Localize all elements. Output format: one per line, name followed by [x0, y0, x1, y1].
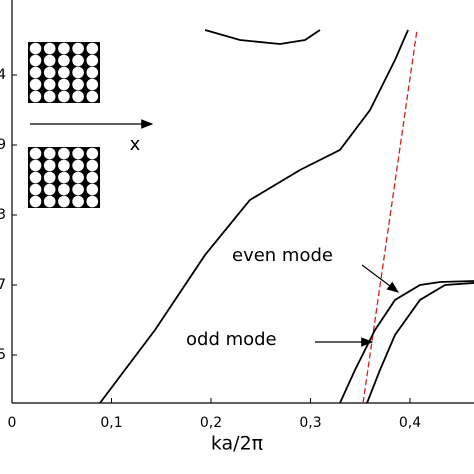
hole — [72, 78, 84, 91]
hole — [86, 54, 99, 67]
hole — [58, 147, 70, 160]
x-tick-label: 0,4 — [399, 415, 421, 431]
hole — [43, 147, 56, 160]
hole — [43, 66, 56, 79]
hole — [86, 159, 99, 172]
x-axis-label: ka/2π — [211, 433, 263, 455]
hole — [58, 159, 70, 172]
x-tick-label: 0,1 — [100, 415, 122, 431]
hole — [86, 195, 99, 208]
curve — [339, 280, 474, 404]
annotation: odd mode — [186, 329, 277, 350]
hole — [43, 54, 56, 67]
hole — [72, 171, 84, 184]
curve — [366, 282, 474, 404]
hole — [58, 90, 70, 103]
hole — [29, 90, 42, 103]
hole — [43, 171, 56, 184]
y-tick-label: 3 — [0, 207, 6, 223]
hole — [86, 78, 99, 91]
y-tick-label: 4 — [0, 67, 6, 83]
hole — [58, 54, 70, 67]
hole — [29, 42, 42, 55]
hole — [86, 147, 99, 160]
direction-label: x — [130, 134, 141, 155]
x-tick-label: 0,2 — [200, 415, 222, 431]
x-tick-label: 0,3 — [299, 415, 321, 431]
hole — [58, 171, 70, 184]
hole — [58, 66, 70, 79]
y-tick-label: 9 — [0, 137, 6, 153]
hole — [72, 42, 84, 55]
hole — [29, 183, 42, 196]
x-tick-label: 0 — [8, 415, 17, 431]
hole — [58, 183, 70, 196]
y-tick-label: 5 — [0, 347, 6, 363]
curve — [99, 29, 409, 404]
hole — [29, 171, 42, 184]
hole — [43, 159, 56, 172]
hole — [29, 54, 42, 67]
hole — [86, 183, 99, 196]
hole — [72, 147, 84, 160]
hole — [72, 195, 84, 208]
hole — [43, 90, 56, 103]
hole — [29, 66, 42, 79]
hole — [29, 195, 42, 208]
hole — [43, 195, 56, 208]
hole — [72, 90, 84, 103]
hole — [86, 90, 99, 103]
hole — [43, 78, 56, 91]
hole — [72, 54, 84, 67]
annotation: even mode — [232, 245, 333, 266]
hole — [29, 159, 42, 172]
hole — [72, 159, 84, 172]
hole — [58, 42, 70, 55]
hole — [86, 42, 99, 55]
hole — [58, 195, 70, 208]
hole — [29, 147, 42, 160]
curve — [204, 29, 321, 45]
hole — [43, 183, 56, 196]
hole — [58, 78, 70, 91]
hole — [86, 66, 99, 79]
y-tick-label: 7 — [0, 277, 6, 293]
annotation-arrow — [361, 264, 399, 293]
hole — [29, 78, 42, 91]
hole — [72, 66, 84, 79]
hole — [43, 42, 56, 55]
hole — [86, 171, 99, 184]
hole — [72, 183, 84, 196]
lattice-holes — [29, 42, 99, 208]
